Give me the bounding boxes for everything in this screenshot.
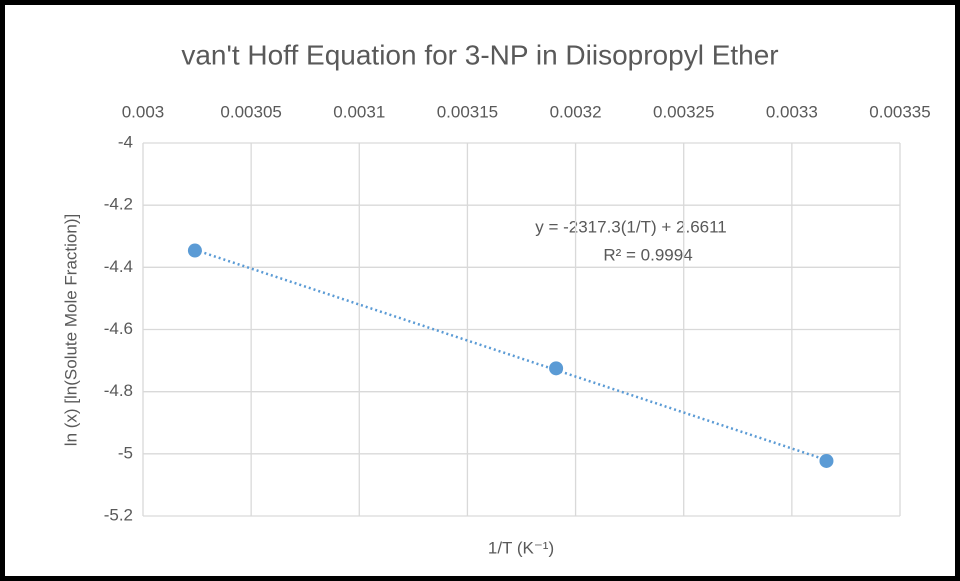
y-tick-label: -4.6 [104,319,133,338]
y-tick-label: -4.2 [104,195,133,214]
x-tick-label: 0.00335 [869,102,930,121]
x-tick-label: 0.0032 [550,102,602,121]
y-tick-label: -5 [118,443,133,462]
trendline-equation: y = -2317.3(1/T) + 2.6611 [535,217,727,236]
x-tick-label: 0.0033 [766,102,818,121]
x-tick-label: 0.00305 [220,102,281,121]
y-tick-label: -4.4 [104,257,133,276]
y-tick-label: -4.8 [104,381,133,400]
y-axis-label: ln (x) [ln(Solute Mole Fraction)] [61,214,80,446]
x-tick-label: 0.003 [122,102,165,121]
data-point [819,453,834,468]
x-tick-label: 0.0031 [333,102,385,121]
x-tick-label: 0.00315 [437,102,498,121]
x-axis-label: 1/T (K⁻¹) [488,538,554,557]
y-tick-label: -4 [118,132,133,151]
y-tick-label: -5.2 [104,505,133,524]
data-point [549,361,564,376]
chart-title: van't Hoff Equation for 3-NP in Diisopro… [181,39,778,70]
x-tick-label: 0.00325 [653,102,714,121]
data-point [187,243,202,258]
trendline [194,248,827,462]
trendline-r-squared: R² = 0.9994 [603,245,692,264]
